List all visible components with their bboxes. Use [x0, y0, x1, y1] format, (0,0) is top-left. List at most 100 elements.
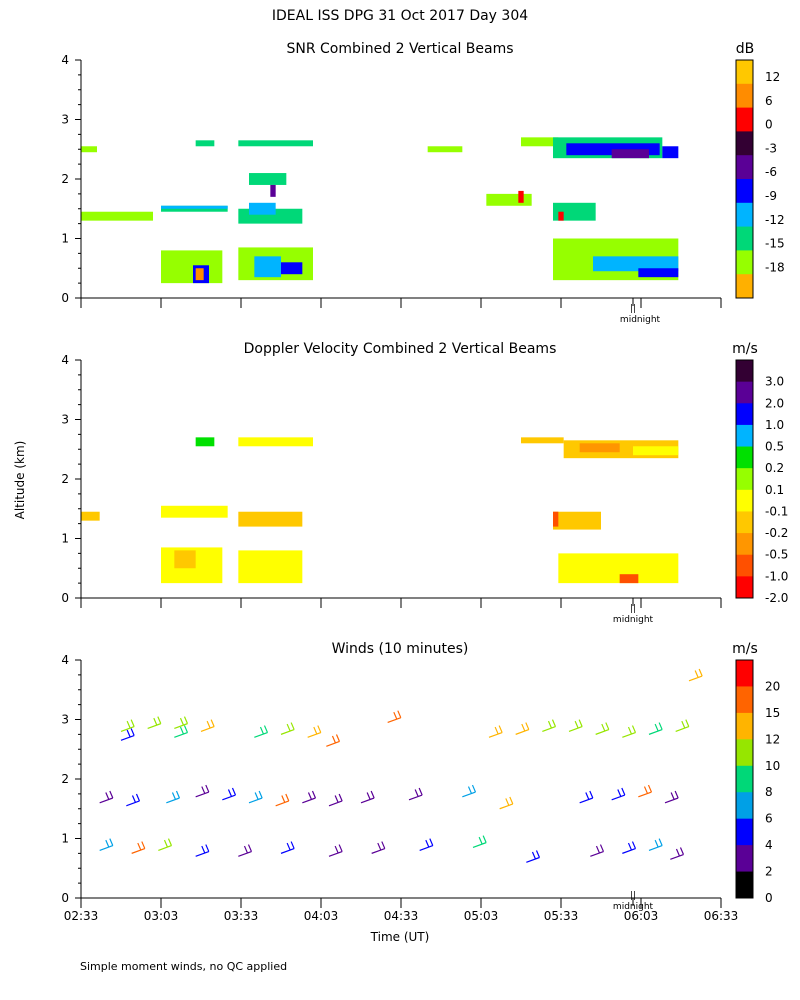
winds-y-tick-label: 3: [61, 713, 69, 727]
doppler-colorbar-segment: [736, 446, 753, 469]
doppler-colorbar-segment: [736, 576, 753, 599]
wind-barb: [419, 838, 434, 851]
snr-colorbar-segment: [736, 60, 753, 85]
winds-y-tick-label: 1: [61, 832, 69, 846]
doppler-y-tick-label: 2: [61, 472, 69, 486]
snr-colorbar-label: -9: [765, 189, 777, 203]
snr-data-cell: [638, 268, 679, 278]
wind-barb: [595, 722, 610, 735]
snr-y-tick-label: 1: [61, 232, 69, 246]
wind-barb: [688, 668, 703, 682]
doppler-colorbar-segment: [736, 424, 753, 448]
x-tick-label: 05:03: [464, 909, 499, 923]
wind-barb: [238, 844, 253, 857]
winds-midnight-marker: ||: [630, 891, 636, 901]
y-axis-label: Altitude (km): [13, 441, 27, 520]
wind-barb: [200, 719, 215, 732]
doppler-data-cell: [81, 511, 100, 521]
doppler-data-cell: [238, 550, 303, 584]
snr-data-cell: [270, 184, 276, 197]
wind-barb: [408, 787, 423, 801]
winds-colorbar-segment: [736, 739, 753, 767]
doppler-data-cell: [553, 511, 601, 530]
x-tick-label: 02:33: [64, 909, 99, 923]
wind-barb: [488, 725, 503, 738]
snr-colorbar-label: -3: [765, 141, 777, 155]
snr-colorbar-label: -18: [765, 260, 785, 274]
doppler-colorbar-label: 3.0: [765, 375, 784, 389]
doppler-data-cell: [195, 437, 215, 447]
winds-colorbar-segment: [736, 712, 753, 740]
doppler-data-cell: [579, 443, 620, 453]
doppler-data-cell: [238, 511, 303, 527]
x-tick-label: 04:03: [304, 909, 339, 923]
wind-barb: [499, 796, 514, 810]
wind-barb: [222, 787, 237, 801]
snr-colorbar-segment: [736, 179, 753, 204]
wind-barb: [371, 841, 386, 854]
snr-y-tick-label: 4: [61, 53, 69, 67]
wind-barb: [126, 793, 141, 807]
winds-colorbar-segment: [736, 765, 753, 793]
wind-barb: [328, 844, 343, 857]
snr-data-cell: [662, 146, 679, 159]
wind-barb: [462, 784, 477, 798]
winds-colorbar-label: 10: [765, 759, 780, 773]
snr-data-cell: [161, 205, 228, 209]
wind-barb: [526, 850, 541, 863]
snr-data-cell: [81, 211, 153, 221]
x-tick-label: 03:03: [144, 909, 179, 923]
doppler-colorbar-segment: [736, 533, 753, 556]
doppler-colorbar-segment: [736, 403, 753, 426]
snr-data-cell: [81, 146, 97, 153]
winds-colorbar-segment: [736, 792, 753, 820]
doppler-y-tick-label: 1: [61, 532, 69, 546]
wind-barb: [326, 734, 341, 747]
doppler-colorbar-label: 1.0: [765, 418, 784, 432]
wind-barb: [99, 790, 114, 804]
doppler-colorbar-segment: [736, 468, 753, 491]
snr-colorbar-segment: [736, 226, 753, 251]
snr-data-cell: [558, 211, 564, 221]
wind-barb: [195, 784, 210, 798]
snr-colorbar-frame: [735, 59, 754, 299]
wind-barb: [158, 838, 173, 851]
wind-barb: [622, 725, 637, 738]
x-tick-label: 04:33: [384, 909, 419, 923]
winds-y-tick-label: 0: [61, 891, 69, 905]
wind-barb: [648, 722, 663, 735]
snr-colorbar-segment: [736, 83, 753, 109]
wind-barb: [360, 790, 375, 804]
wind-barb: [254, 725, 269, 738]
snr-y-tick-label: 3: [61, 113, 69, 127]
doppler-data-cell: [161, 505, 228, 518]
wind-barb: [174, 716, 189, 729]
x-axis-label: Time (UT): [370, 930, 430, 944]
wind-barb: [99, 838, 114, 851]
doppler-colorbar-segment: [736, 554, 753, 577]
x-tick-label: 05:33: [544, 909, 579, 923]
winds-colorbar-segment: [736, 845, 753, 873]
winds-colorbar-label: 15: [765, 706, 780, 720]
panel-doppler: Doppler Velocity Combined 2 Vertical Bea…: [61, 341, 788, 625]
doppler-colorbar-label: -0.1: [765, 504, 788, 518]
snr-colorbar-label: 0: [765, 118, 773, 132]
wind-barb: [387, 710, 402, 724]
winds-y-tick-label: 2: [61, 772, 69, 786]
winds-colorbar-label: 0: [765, 891, 773, 905]
snr-data-cell: [195, 140, 215, 147]
winds-colorbar-unit: m/s: [732, 641, 758, 657]
doppler-colorbar-label: 0.1: [765, 483, 784, 497]
winds-colorbar-label: 8: [765, 785, 773, 799]
winds-midnight-label: midnight: [613, 902, 654, 912]
wind-barb: [542, 719, 557, 732]
winds-colorbar-label: 20: [765, 679, 780, 693]
panel-winds: Winds (10 minutes) m/s midnight || 01234…: [61, 641, 780, 923]
snr-data-cell: [195, 268, 204, 281]
wind-barb: [590, 844, 605, 857]
doppler-colorbar-label: -0.5: [765, 548, 788, 562]
doppler-y-tick-label: 4: [61, 353, 69, 367]
doppler-colorbar-segment: [736, 381, 753, 404]
snr-data-cell: [553, 202, 596, 221]
snr-data-cell: [249, 173, 287, 185]
